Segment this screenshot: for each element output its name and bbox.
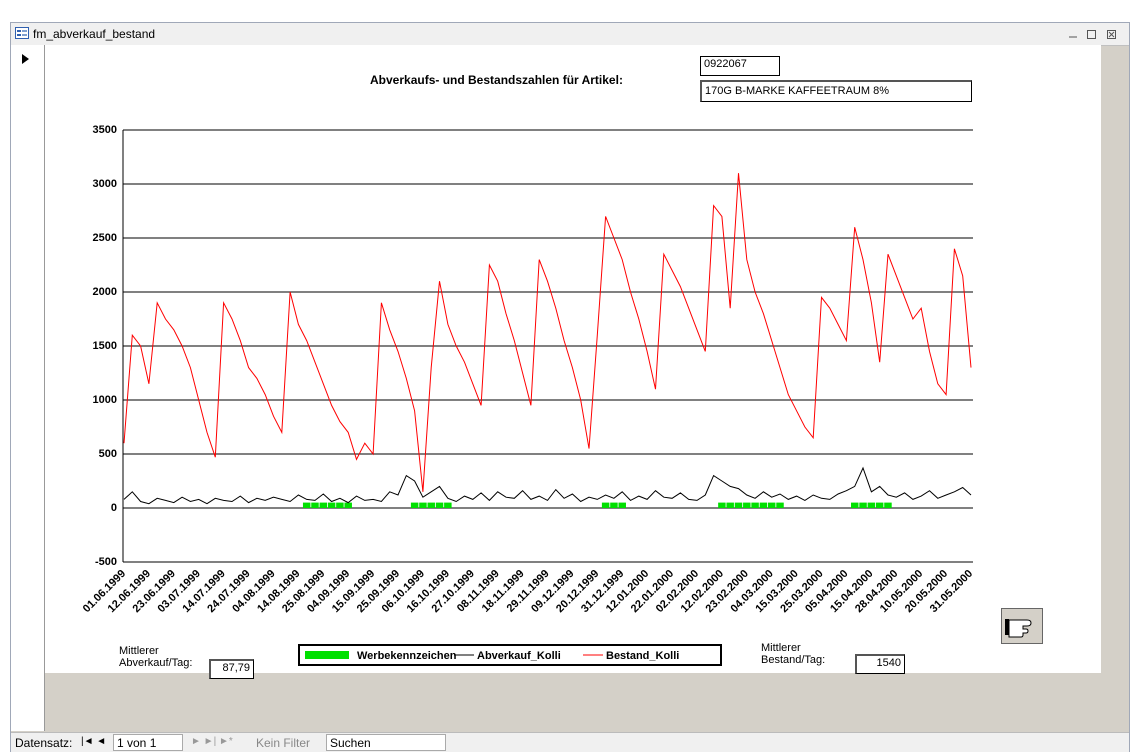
article-number-field[interactable]: 0922067 [700,56,780,76]
window-buttons[interactable] [1067,28,1123,40]
promo-bar [776,502,784,508]
form-icon [15,27,29,39]
y-tick-label: 500 [99,448,117,460]
filter-indicator[interactable]: Kein Filter [256,736,311,750]
y-tick-label: 2000 [93,286,117,298]
avg-sales-field[interactable]: 87,79 [209,659,254,679]
record-selector[interactable] [11,45,45,731]
legend-swatch [305,651,349,659]
promo-bar [435,502,444,508]
chart-heading: Abverkaufs- und Bestandszahlen für Artik… [370,73,623,87]
form-detail: Abverkaufs- und Bestandszahlen für Artik… [45,45,1101,679]
record-field[interactable]: 1 von 1 [113,734,183,751]
y-tick-label: -500 [95,556,117,568]
y-tick-label: 2500 [93,232,117,244]
promo-bar [759,502,768,508]
promo-bar [859,502,867,508]
promo-bar [734,502,743,508]
y-tick-label: 3000 [93,178,117,190]
avg-sales-label: Mittlerer Abverkauf/Tag: [119,645,193,669]
promo-bar [444,502,452,508]
y-tick-label: 1500 [93,340,117,352]
promo-bar [410,502,419,508]
promo-bar [718,502,726,508]
promo-bar [319,502,328,508]
avg-stock-label: Mittlerer Bestand/Tag: [761,642,826,666]
legend-label: Abverkauf_Kolli [477,650,561,662]
promo-bar [302,502,311,508]
promo-bar [344,502,352,508]
promo-bar [867,502,876,508]
promo-bar [743,502,751,508]
promo-bar [327,502,336,508]
nav-first[interactable]: |◄ ◄ [81,736,107,747]
record-label: Datensatz: [15,736,73,750]
legend-label: Werbekennzeichen [357,650,457,662]
promo-bar [767,502,776,508]
avg-stock-field[interactable]: 1540 [855,654,905,674]
legend: Werbekennzeichen Abverkauf_Kolli Bestand_K… [298,644,722,666]
form-window: fm_abverkauf_bestand Abverkaufs- und Bes… [10,22,1130,752]
status-bar: Datensatz: |◄ ◄ 1 von 1 ► ►| ►* Kein Fil… [11,732,1129,752]
promo-bar [311,502,319,508]
legend-box [298,644,722,666]
search-field[interactable]: Suchen [326,734,446,751]
y-tick-label: 0 [111,502,117,514]
promo-bar [751,502,759,508]
article-name-field[interactable]: 170G B-MARKE KAFFEETRAUM 8% [700,80,972,102]
promo-bar [884,502,892,508]
series-line [123,466,972,505]
current-record-arrow [22,54,29,64]
hand-button[interactable] [1001,608,1043,644]
promo-bar [419,502,427,508]
y-tick-label: 1000 [93,394,117,406]
promo-bar [875,502,884,508]
promo-bar [610,502,618,508]
promo-bar [618,502,626,508]
series-line [123,173,972,492]
window-title: fm_abverkauf_bestand [33,27,156,41]
y-tick-label: 3500 [93,124,117,136]
chart: -500050010001500200025003000350001.06.19… [81,124,975,666]
title-bar: fm_abverkauf_bestand [11,23,1129,46]
promo-bar [336,502,344,508]
promo-bar [427,502,435,508]
nav-next[interactable]: ► ►| ►* [191,736,233,747]
legend-label: Bestand_Kolli [606,650,679,662]
promo-bar [601,502,610,508]
promo-bar [726,502,734,508]
promo-bar [851,502,859,508]
